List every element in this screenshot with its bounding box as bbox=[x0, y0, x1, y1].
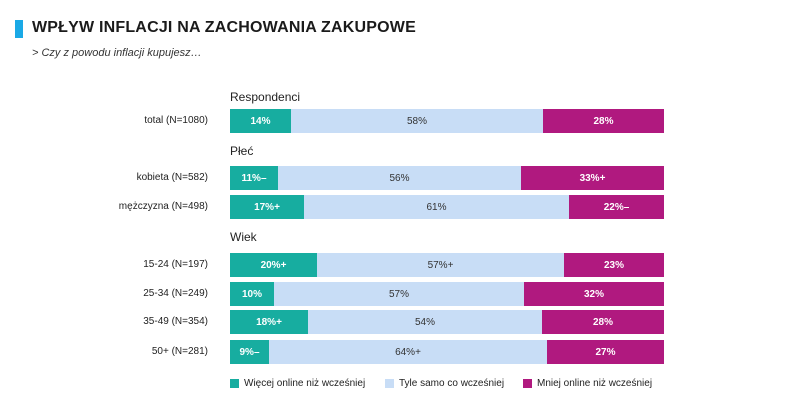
bar-segment-same: 58% bbox=[291, 109, 543, 133]
data-label: 32% bbox=[583, 288, 604, 300]
bar-segment-same: 64%+ bbox=[269, 340, 547, 364]
stacked-bar: 17%+ 61% 22%– bbox=[230, 195, 664, 219]
bar-segment-more: 17%+ bbox=[230, 195, 304, 219]
data-label: 17%+ bbox=[254, 201, 280, 213]
legend-label: Więcej online niż wcześniej bbox=[244, 378, 366, 389]
bar-segment-less: 27% bbox=[547, 340, 664, 364]
bar-segment-more: 20%+ bbox=[230, 253, 317, 277]
bar-segment-same: 61% bbox=[304, 195, 569, 219]
chart-title: WPŁYW INFLACJI NA ZACHOWANIA ZAKUPOWE bbox=[32, 19, 416, 36]
row-label: mężczyzna (N=498) bbox=[118, 201, 208, 212]
data-label: 33%+ bbox=[579, 172, 606, 184]
legend-swatch bbox=[385, 379, 394, 388]
stacked-bar: 10% 57% 32% bbox=[230, 282, 664, 306]
bar-segment-same: 57%+ bbox=[317, 253, 564, 277]
data-label: 64%+ bbox=[395, 346, 421, 358]
stacked-bar: 14% 58% 28% bbox=[230, 109, 664, 133]
bar-segment-more: 10% bbox=[230, 282, 274, 306]
legend-swatch bbox=[230, 379, 239, 388]
stacked-bar: 18%+ 54% 28% bbox=[230, 310, 664, 334]
bar-segment-more: 9%– bbox=[230, 340, 269, 364]
stacked-bar: 9%– 64%+ 27% bbox=[230, 340, 664, 364]
data-label: 27% bbox=[595, 346, 616, 358]
row-label: total (N=1080) bbox=[144, 115, 208, 126]
data-label: 28% bbox=[593, 115, 614, 127]
data-label: 9%– bbox=[239, 346, 260, 358]
bar-segment-less: 33%+ bbox=[521, 166, 664, 190]
row-label: kobieta (N=582) bbox=[136, 172, 208, 183]
data-label: 11%– bbox=[241, 172, 267, 184]
bar-segment-less: 32% bbox=[524, 282, 664, 306]
data-label: 28% bbox=[592, 316, 613, 328]
data-label: 56% bbox=[389, 172, 410, 184]
row-label: 15-24 (N=197) bbox=[143, 259, 208, 270]
bar-segment-less: 28% bbox=[542, 310, 664, 334]
data-label: 54% bbox=[414, 316, 435, 328]
bar-segment-same: 57% bbox=[274, 282, 524, 306]
chart-subtitle: > Czy z powodu inflacji kupujesz… bbox=[32, 47, 202, 59]
legend-label: Mniej online niż wcześniej bbox=[537, 378, 653, 389]
data-label: 14% bbox=[250, 115, 271, 127]
data-label: 20%+ bbox=[260, 259, 287, 271]
data-label: 57% bbox=[388, 288, 409, 300]
bar-segment-more: 18%+ bbox=[230, 310, 308, 334]
data-label: 57%+ bbox=[427, 259, 454, 271]
legend-item-same: Tyle samo co wcześniej bbox=[385, 378, 504, 389]
data-label: 22%– bbox=[603, 201, 630, 213]
bar-segment-same: 56% bbox=[278, 166, 521, 190]
data-label: 10% bbox=[241, 288, 262, 300]
bar-segment-more: 11%– bbox=[230, 166, 278, 190]
legend-item-less: Mniej online niż wcześniej bbox=[523, 378, 652, 389]
stacked-bar: 11%– 56% 33%+ bbox=[230, 166, 664, 190]
row-label: 25-34 (N=249) bbox=[143, 288, 208, 299]
legend-item-more: Więcej online niż wcześniej bbox=[230, 378, 365, 389]
legend-swatch bbox=[523, 379, 532, 388]
bar-segment-less: 22%– bbox=[569, 195, 664, 219]
bar-segment-less: 28% bbox=[543, 109, 664, 133]
title-accent-bar bbox=[15, 20, 23, 38]
group-label: Respondenci bbox=[230, 90, 301, 104]
data-label: 18%+ bbox=[256, 316, 282, 328]
data-label: 23% bbox=[603, 259, 624, 271]
group-label: Wiek bbox=[230, 230, 257, 244]
row-label: 50+ (N=281) bbox=[151, 346, 208, 357]
bar-segment-less: 23% bbox=[564, 253, 664, 277]
row-label: 35-49 (N=354) bbox=[143, 316, 208, 327]
bar-segment-same: 54% bbox=[308, 310, 542, 334]
data-label: 58% bbox=[406, 115, 427, 127]
bar-segment-more: 14% bbox=[230, 109, 291, 133]
group-label: Płeć bbox=[230, 144, 254, 158]
stacked-bar: 20%+ 57%+ 23% bbox=[230, 253, 664, 277]
data-label: 61% bbox=[426, 201, 447, 213]
legend-label: Tyle samo co wcześniej bbox=[399, 378, 505, 389]
